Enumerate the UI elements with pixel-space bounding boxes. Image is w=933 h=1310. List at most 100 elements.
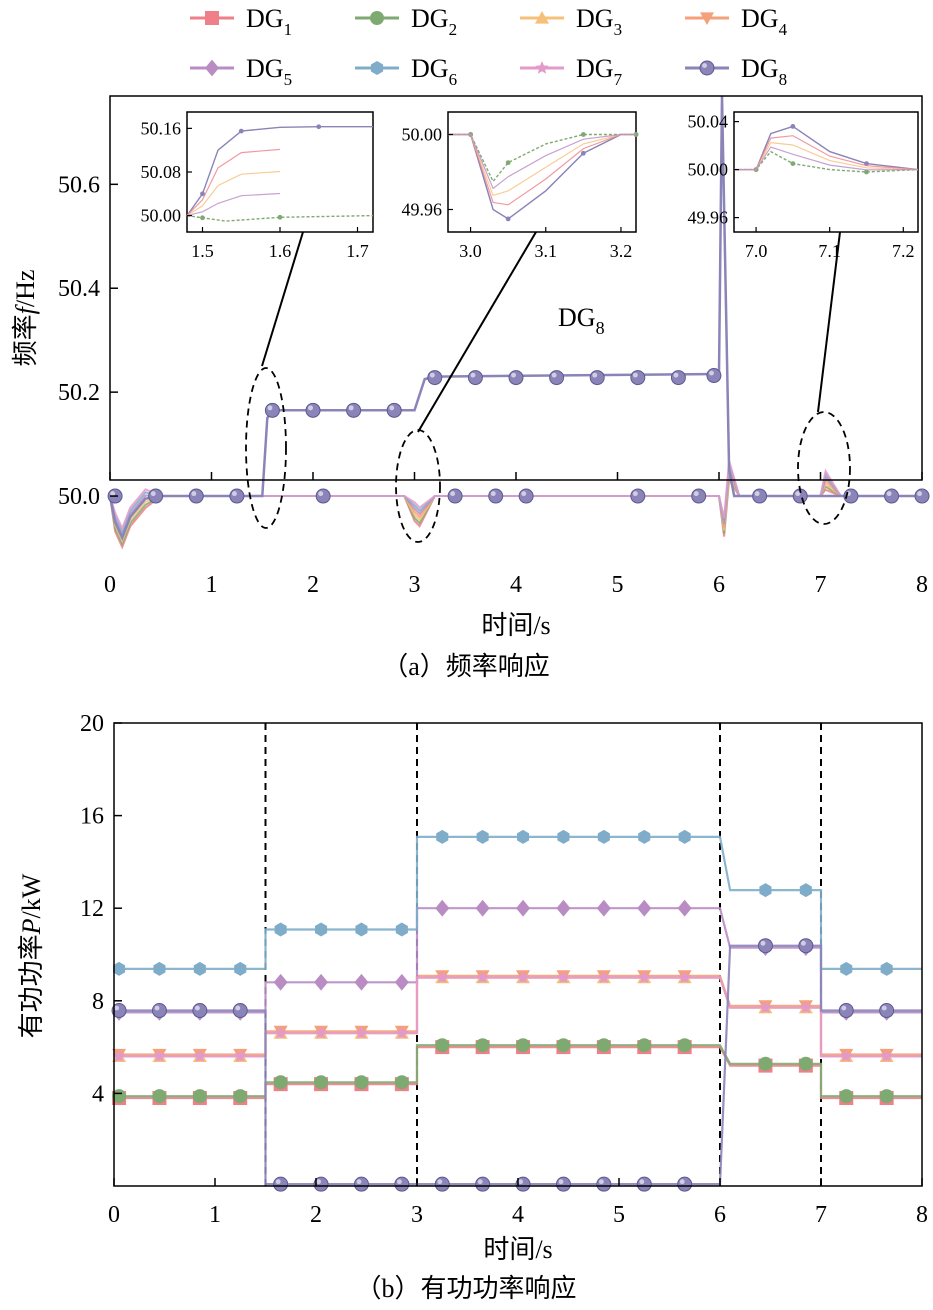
freq-marker-dg8-10-highlight [673, 372, 679, 378]
inset-y-tick-label: 50.00 [402, 125, 443, 145]
power-marker-dg8-highlight [760, 940, 766, 946]
power-marker-dg6 [436, 829, 449, 844]
legend-label-dg4: DG4 [741, 4, 788, 39]
power-marker-dg6 [517, 829, 530, 844]
legend-label-base: DG [576, 54, 614, 83]
power-line-dg5 [114, 907, 922, 1014]
power-marker-dg8-highlight [800, 940, 806, 946]
freq-y-tick-label: 50.6 [58, 172, 100, 198]
freq-marker-nominal-10-highlight [754, 491, 760, 497]
legend-label-base: DG [741, 4, 779, 33]
legend-label-sub: 4 [779, 20, 788, 39]
inset-frame [447, 111, 637, 233]
legend-marker-dg4 [700, 12, 714, 25]
power-marker-dg7 [435, 970, 449, 984]
freq-line-dg3 [109, 469, 922, 544]
inset-x-tick-label: 1.7 [346, 241, 369, 261]
power-marker-dg5 [273, 973, 288, 991]
legend-item-dg7: DG7 [520, 54, 623, 89]
freq-marker-nominal-1 [148, 488, 164, 504]
power-x-tick-label: 5 [613, 1202, 625, 1228]
inset-leader-line [817, 231, 841, 413]
freq-marker-nominal-9 [691, 488, 707, 504]
power-marker-dg5 [394, 973, 409, 991]
legend-label-base: DG [246, 54, 284, 83]
power-marker-dg6 [799, 883, 812, 898]
freq-marker-dg8-1 [305, 402, 321, 418]
power-x-tick-label: 3 [411, 1202, 423, 1228]
power-marker-dg2 [839, 1089, 854, 1104]
power-marker-dg8 [232, 1003, 248, 1019]
freq-marker-nominal-6-highlight [490, 491, 496, 497]
label-variable: P [17, 918, 46, 935]
power-x-tick-label: 2 [310, 1202, 322, 1228]
inset-y-tick-label: 49.96 [402, 200, 443, 220]
legend-label-sub: 2 [449, 20, 458, 39]
power-marker-dg6 [840, 961, 853, 976]
freq-x-tick-label: 6 [713, 572, 725, 598]
legend-marker-dg6 [370, 61, 384, 75]
power-marker-dg8-highlight [275, 1179, 281, 1185]
power-marker-dg7 [274, 1026, 288, 1039]
freq-marker-nominal-5-highlight [450, 491, 456, 497]
legend-label-dg3: DG3 [576, 4, 622, 39]
power-marker-dg5 [637, 899, 652, 917]
legend-label-dg6: DG6 [411, 54, 457, 89]
freq-marker-nominal-1-highlight [150, 491, 156, 497]
legend-label-base: DG [411, 4, 449, 33]
power-marker-dg7 [152, 1049, 167, 1062]
power-marker-dg2 [354, 1075, 369, 1090]
power-marker-dg2 [152, 1089, 167, 1104]
freq-marker-nominal-11-highlight [795, 491, 801, 497]
inset-x-tick-label: 7.2 [892, 241, 915, 261]
power-marker-dg8-highlight [114, 1005, 120, 1011]
power-marker-dg2 [798, 1056, 813, 1071]
legend-label-base: DG [246, 4, 284, 33]
inset-leader-line [417, 231, 537, 433]
label-part: 有功功率 [17, 934, 46, 1038]
power-marker-dg8-highlight [154, 1005, 160, 1011]
power-marker-dg2 [394, 1075, 409, 1090]
power-marker-dg8-highlight [841, 1005, 847, 1011]
freq-marker-nominal-13 [884, 488, 900, 504]
frequency-chart: 0 1 2 3 4 5 6 7 8 50.0 50.2 50.4 50.6 1.5 1.6 1.7 50.00… [11, 95, 930, 681]
power-y-tick-label: 4 [92, 1081, 104, 1107]
power-marker-dg2 [435, 1038, 450, 1053]
power-marker-dg6 [476, 829, 489, 844]
inset-x-tick-label: 3.2 [610, 241, 633, 261]
freq-marker-dg8-6 [508, 370, 524, 386]
power-marker-dg2 [758, 1056, 773, 1071]
legend-label-dg8: DG8 [741, 54, 787, 89]
power-marker-dg7 [112, 1049, 126, 1062]
freq-x-tick-label: 3 [409, 572, 421, 598]
power-marker-dg5 [556, 899, 571, 917]
legend-item-dg2: DG2 [355, 4, 457, 39]
power-marker-dg5 [435, 899, 450, 917]
power-marker-dg2 [233, 1089, 248, 1104]
power-marker-dg7 [839, 1049, 853, 1062]
inset-band-line [734, 146, 919, 171]
power-marker-dg6 [315, 922, 328, 937]
power-marker-dg5 [516, 899, 531, 917]
freq-marker-dg8-7 [549, 370, 565, 386]
inset-1: 1.5 1.6 1.7 50.00 50.08 50.16 [141, 111, 374, 261]
power-x-tick-label: 0 [108, 1202, 120, 1228]
frequency-caption: （a）频率响应 [382, 652, 550, 681]
power-marker-dg2 [556, 1038, 571, 1053]
legend-label-sub: 6 [449, 70, 458, 89]
power-marker-dg7 [193, 1049, 207, 1062]
freq-x-tick-label: 8 [916, 572, 928, 598]
inset-point [790, 124, 796, 129]
freq-marker-dg8-5 [467, 370, 483, 386]
power-marker-dg8 [636, 1176, 652, 1192]
freq-marker-dg8-3 [386, 402, 402, 418]
freq-marker-nominal-4 [315, 488, 331, 504]
inset-point [277, 214, 283, 220]
power-marker-dg2 [475, 1038, 490, 1053]
legend-label-sub: 8 [779, 70, 788, 89]
freq-marker-dg8-9 [630, 370, 646, 386]
power-y-tick-label: 20 [80, 711, 104, 737]
